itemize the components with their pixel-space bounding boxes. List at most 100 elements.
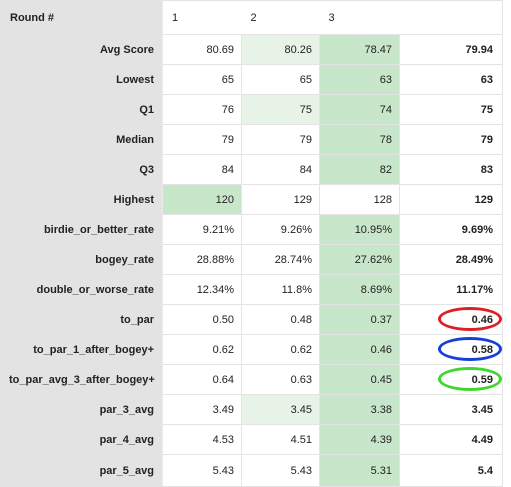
row-label: Median: [0, 124, 163, 155]
round-2-value: 4.51: [241, 424, 320, 455]
round-2-value: 84: [241, 154, 320, 185]
summary-value: 63: [399, 64, 503, 95]
round-1-value: 4.53: [162, 424, 242, 455]
round-1-header: 1: [162, 0, 242, 35]
round-1-value: 80.69: [162, 34, 242, 65]
table-row: to_par 0.50 0.48 0.37 0.46: [0, 304, 503, 335]
row-label: to_par: [0, 304, 163, 335]
table-row: par_3_avg 3.49 3.45 3.38 3.45: [0, 394, 503, 425]
header-row: Round # 1 2 3: [0, 0, 503, 35]
round-2-value: 0.63: [241, 364, 320, 395]
round-3-value: 78: [319, 124, 400, 155]
table-row: double_or_worse_rate 12.34% 11.8% 8.69% …: [0, 274, 503, 305]
table-row: Avg Score 80.69 80.26 78.47 79.94: [0, 34, 503, 65]
round-3-value: 5.31: [319, 454, 400, 487]
table-row: Q1 76 75 74 75: [0, 94, 503, 125]
row-label: Avg Score: [0, 34, 163, 65]
round-2-value: 0.62: [241, 334, 320, 365]
summary-value: 3.45: [399, 394, 503, 425]
round-1-value: 0.50: [162, 304, 242, 335]
summary-value: 0.46: [399, 304, 503, 335]
round-1-value: 12.34%: [162, 274, 242, 305]
row-label: par_3_avg: [0, 394, 163, 425]
table-row: bogey_rate 28.88% 28.74% 27.62% 28.49%: [0, 244, 503, 275]
summary-value: 9.69%: [399, 214, 503, 245]
summary-text: 0.46: [471, 313, 493, 326]
table-row: Q3 84 84 82 83: [0, 154, 503, 185]
round-2-value: 75: [241, 94, 320, 125]
summary-value: 5.4: [399, 454, 503, 487]
round-2-header: 2: [241, 0, 320, 35]
round-1-value: 65: [162, 64, 242, 95]
table-row: par_5_avg 5.43 5.43 5.31 5.4: [0, 454, 503, 487]
round-2-value: 3.45: [241, 394, 320, 425]
round-1-value: 0.64: [162, 364, 242, 395]
row-label: bogey_rate: [0, 244, 163, 275]
round-2-value: 28.74%: [241, 244, 320, 275]
round-2-value: 5.43: [241, 454, 320, 487]
round-2-value: 79: [241, 124, 320, 155]
round-2-value: 0.48: [241, 304, 320, 335]
round-header-label: Round #: [0, 0, 163, 35]
summary-value: 28.49%: [399, 244, 503, 275]
summary-value: 0.58: [399, 334, 503, 365]
round-1-value: 28.88%: [162, 244, 242, 275]
table-row: Highest 120 129 128 129: [0, 184, 503, 215]
round-2-value: 129: [241, 184, 320, 215]
round-3-value: 128: [319, 184, 400, 215]
summary-value: 75: [399, 94, 503, 125]
round-2-value: 11.8%: [241, 274, 320, 305]
table-row: par_4_avg 4.53 4.51 4.39 4.49: [0, 424, 503, 455]
round-1-value: 76: [162, 94, 242, 125]
summary-value: 129: [399, 184, 503, 215]
table-row: to_par_avg_3_after_bogey+ 0.64 0.63 0.45…: [0, 364, 503, 395]
round-2-value: 65: [241, 64, 320, 95]
row-label: Highest: [0, 184, 163, 215]
round-1-value: 5.43: [162, 454, 242, 487]
round-1-value: 0.62: [162, 334, 242, 365]
summary-value: 11.17%: [399, 274, 503, 305]
round-3-value: 0.46: [319, 334, 400, 365]
round-3-value: 10.95%: [319, 214, 400, 245]
summary-value: 0.59: [399, 364, 503, 395]
round-2-value: 80.26: [241, 34, 320, 65]
row-label: Q3: [0, 154, 163, 185]
round-3-value: 78.47: [319, 34, 400, 65]
row-label: double_or_worse_rate: [0, 274, 163, 305]
table-row: to_par_1_after_bogey+ 0.62 0.62 0.46 0.5…: [0, 334, 503, 365]
round-3-value: 63: [319, 64, 400, 95]
round-1-value: 120: [162, 184, 242, 215]
table-row: birdie_or_better_rate 9.21% 9.26% 10.95%…: [0, 214, 503, 245]
round-1-value: 84: [162, 154, 242, 185]
summary-header: [399, 0, 503, 35]
round-3-value: 3.38: [319, 394, 400, 425]
round-3-value: 74: [319, 94, 400, 125]
summary-text: 0.59: [471, 373, 493, 386]
summary-value: 79: [399, 124, 503, 155]
row-label: Lowest: [0, 64, 163, 95]
round-2-value: 9.26%: [241, 214, 320, 245]
round-3-value: 82: [319, 154, 400, 185]
round-3-value: 8.69%: [319, 274, 400, 305]
table-row: Lowest 65 65 63 63: [0, 64, 503, 95]
round-3-value: 0.37: [319, 304, 400, 335]
summary-value: 79.94: [399, 34, 503, 65]
round-3-value: 0.45: [319, 364, 400, 395]
summary-value: 4.49: [399, 424, 503, 455]
round-3-value: 27.62%: [319, 244, 400, 275]
round-3-header: 3: [319, 0, 400, 35]
summary-text: 0.58: [471, 343, 493, 356]
row-label: par_4_avg: [0, 424, 163, 455]
row-label: Q1: [0, 94, 163, 125]
table-row: Median 79 79 78 79: [0, 124, 503, 155]
round-1-value: 79: [162, 124, 242, 155]
round-1-value: 9.21%: [162, 214, 242, 245]
row-label: to_par_avg_3_after_bogey+: [0, 364, 163, 395]
round-3-value: 4.39: [319, 424, 400, 455]
row-label: birdie_or_better_rate: [0, 214, 163, 245]
row-label: to_par_1_after_bogey+: [0, 334, 163, 365]
summary-value: 83: [399, 154, 503, 185]
row-label: par_5_avg: [0, 454, 163, 487]
round-1-value: 3.49: [162, 394, 242, 425]
